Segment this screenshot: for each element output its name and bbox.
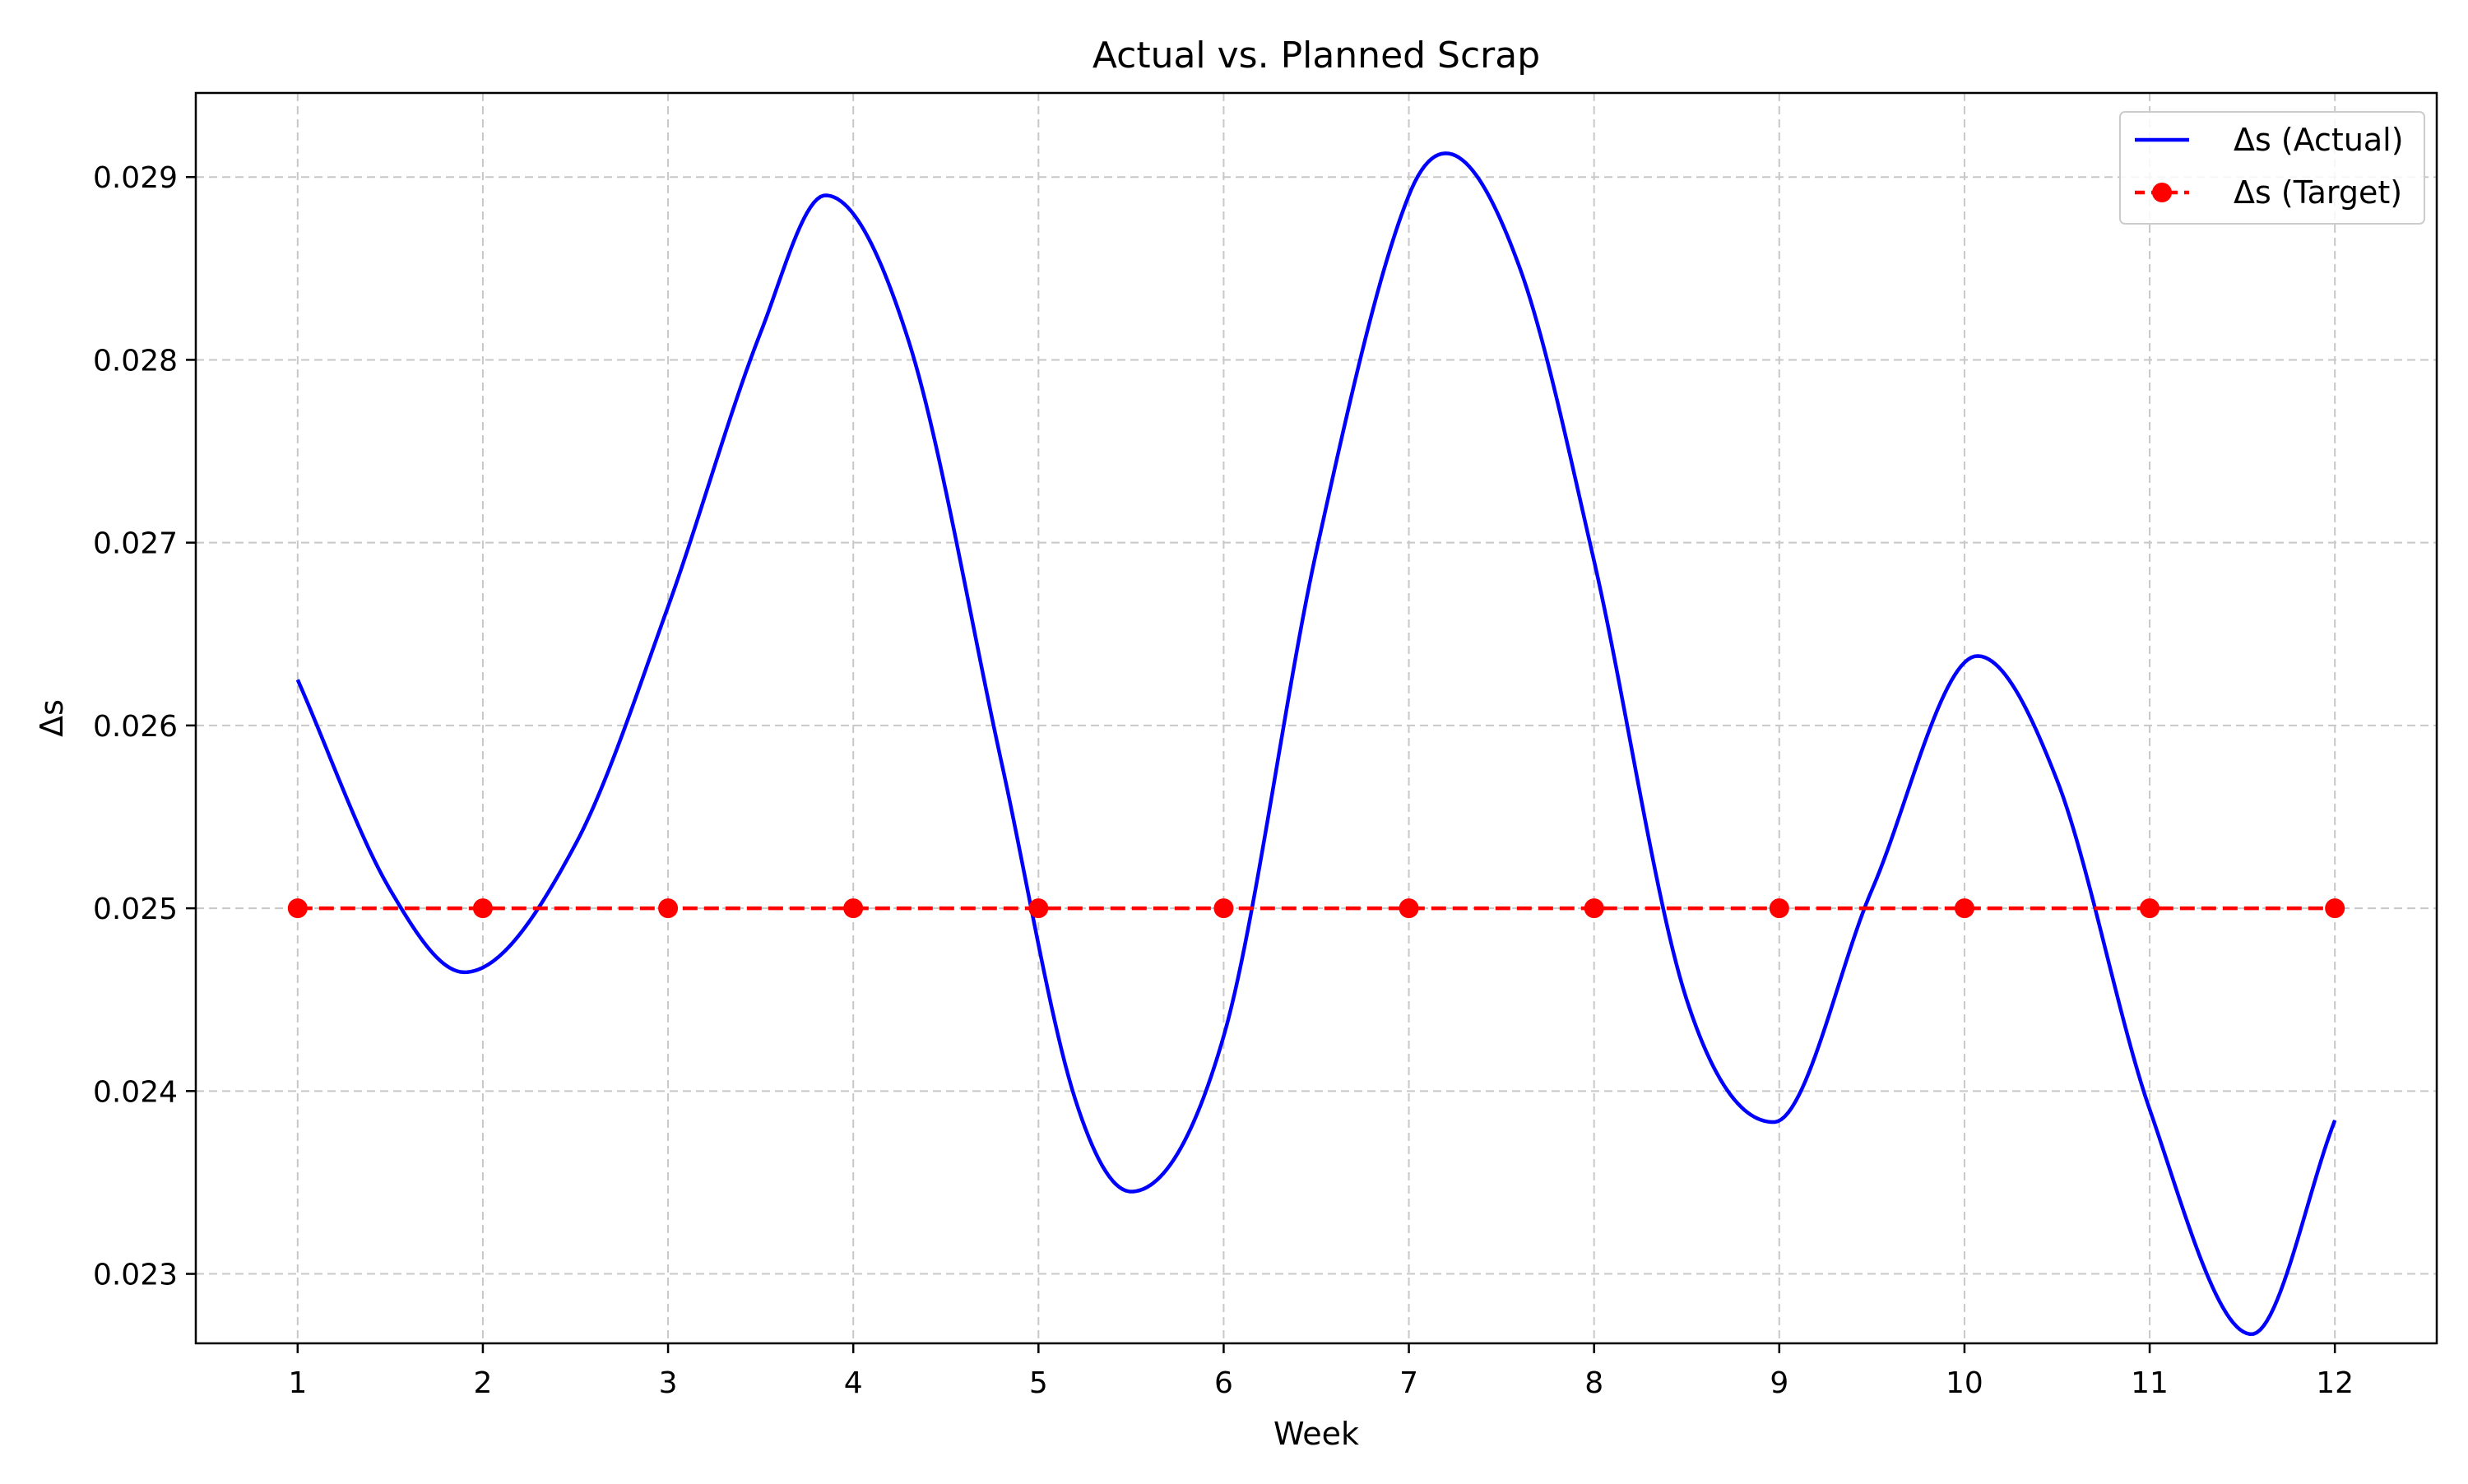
x-axis-label: Week (1273, 1416, 1359, 1452)
x-tick-label: 11 (2131, 1366, 2169, 1400)
x-tick-label: 6 (1214, 1366, 1233, 1400)
legend-item: Δs (Target) (2135, 174, 2402, 211)
legend-swatch-marker (2152, 183, 2172, 202)
target-point (1028, 898, 1049, 919)
y-tick-label: 0.025 (93, 893, 178, 926)
x-tick-label: 4 (844, 1366, 863, 1400)
chart-title: Actual vs. Planned Scrap (1093, 35, 1540, 77)
series-line-actual (295, 151, 2337, 1337)
x-tick-label: 3 (659, 1366, 678, 1400)
target-point (843, 898, 864, 919)
x-tick-label: 9 (1770, 1366, 1788, 1400)
series-1 (287, 898, 2345, 919)
legend-label: Δs (Actual) (2234, 122, 2404, 158)
y-axis-label: Δs (34, 699, 70, 737)
y-tick-label: 0.027 (93, 527, 178, 561)
legend-label: Δs (Target) (2234, 174, 2402, 211)
target-point (287, 898, 308, 919)
target-point (2140, 898, 2160, 919)
series-0 (295, 151, 2337, 1337)
legend-box (2119, 111, 2425, 225)
target-point (658, 898, 679, 919)
y-tick-label: 0.028 (93, 344, 178, 378)
axes-frame (194, 91, 2438, 1345)
x-tick-label: 8 (1584, 1366, 1603, 1400)
x-tick-label: 2 (473, 1366, 492, 1400)
y-tick-label: 0.029 (93, 161, 178, 195)
target-point (1954, 898, 1974, 919)
target-point (1213, 898, 1234, 919)
y-tick-label: 0.023 (93, 1259, 178, 1292)
x-tick-label: 10 (1946, 1366, 1983, 1400)
target-point (1584, 898, 1604, 919)
y-tick-label: 0.024 (93, 1075, 178, 1109)
x-tick-label: 1 (288, 1366, 307, 1400)
x-tick-label: 12 (2316, 1366, 2354, 1400)
target-point (472, 898, 493, 919)
chart-legend: Δs (Actual) Δs (Target) (2119, 111, 2425, 225)
x-tick-label: 7 (1399, 1366, 1418, 1400)
axis-ticks: 1 2 3 4 5 6 7 8 9 10 11 120.0230.0240.0250.0260.027… (93, 161, 2354, 1400)
target-point (2325, 898, 2345, 919)
y-tick-label: 0.026 (93, 710, 178, 744)
target-point (1399, 898, 1419, 919)
x-tick-label: 5 (1029, 1366, 1048, 1400)
legend-item: Δs (Actual) (2135, 122, 2404, 158)
target-point (1769, 898, 1789, 919)
plot-area (287, 151, 2345, 1337)
